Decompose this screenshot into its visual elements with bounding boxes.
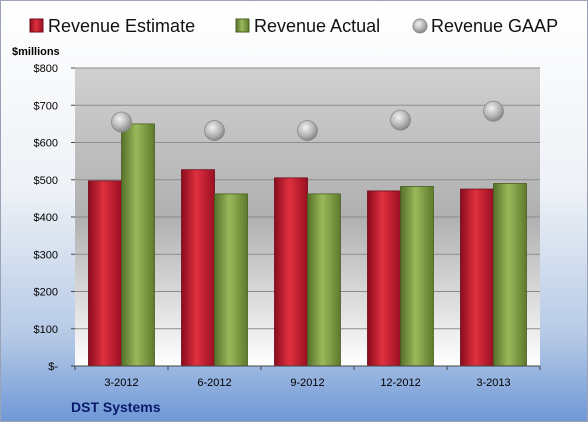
bar-series	[88, 123, 527, 367]
bar-revenue-actual	[493, 183, 527, 367]
x-tick-label: 3-2013	[476, 377, 510, 389]
bar-revenue-estimate	[460, 188, 494, 367]
point-revenue-gaap	[204, 120, 225, 141]
y-axis-unit-label: $millions	[12, 46, 60, 58]
y-tick-label: $-	[48, 361, 58, 373]
legend-swatch-revenue-gaap	[412, 18, 428, 34]
point-revenue-gaap	[483, 100, 504, 122]
gaap-points	[111, 100, 504, 141]
legend-label-revenue-actual: Revenue Actual	[254, 16, 380, 36]
legend-label-revenue-estimate: Revenue Estimate	[48, 16, 195, 36]
bar-revenue-estimate	[274, 177, 308, 367]
bar-revenue-actual	[307, 193, 341, 367]
x-tick-label: 9-2012	[290, 377, 324, 389]
y-tick-label: $100	[34, 324, 58, 336]
bar-revenue-actual	[214, 193, 248, 367]
x-tick-label: 3-2012	[104, 377, 138, 389]
y-tick-label: $300	[34, 249, 58, 261]
x-tick-label: 6-2012	[197, 377, 231, 389]
y-tick-label: $400	[34, 212, 58, 224]
x-axis-ticks: 3-2012 6-2012 9-2012 12-2012 3-2013	[74, 366, 541, 389]
y-tick-label: $500	[34, 175, 58, 187]
bar-revenue-actual	[121, 123, 155, 367]
bar-revenue-actual	[400, 186, 434, 367]
company-name: DST Systems	[71, 399, 161, 415]
bar-revenue-estimate	[88, 180, 122, 367]
point-revenue-gaap	[390, 109, 411, 131]
bar-revenue-estimate	[367, 190, 401, 367]
legend-label-revenue-gaap: Revenue GAAP	[431, 16, 558, 36]
y-tick-label: $700	[34, 100, 58, 112]
y-tick-label: $600	[34, 138, 58, 150]
chart-legend: Revenue Estimate Revenue Actual Revenue GA…	[29, 16, 558, 36]
bar-revenue-estimate	[181, 169, 215, 367]
point-revenue-gaap	[297, 120, 318, 141]
y-tick-label: $200	[34, 287, 58, 299]
x-tick-label: 12-2012	[380, 377, 420, 389]
legend-swatch-revenue-actual	[235, 18, 250, 33]
y-axis-ticks: $800 $700 $600 $500 $400 $300 $200 $100 $-	[34, 63, 75, 373]
legend-swatch-revenue-estimate	[29, 18, 44, 33]
point-revenue-gaap	[111, 111, 132, 133]
y-tick-label: $800	[34, 63, 58, 75]
